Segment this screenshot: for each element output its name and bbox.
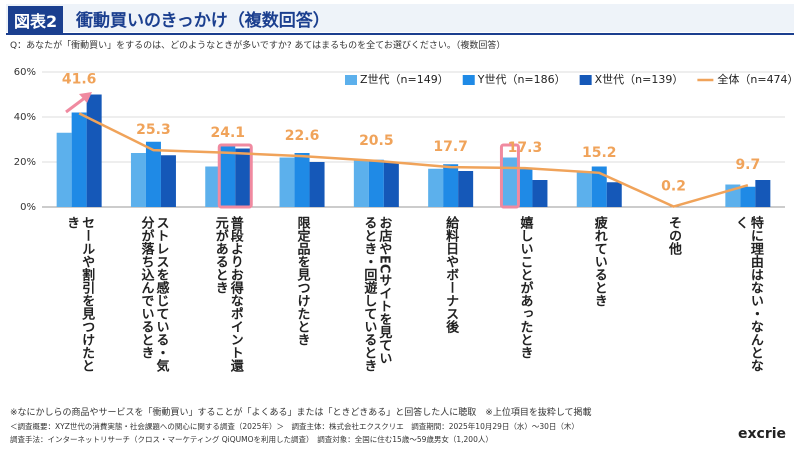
bar xyxy=(294,153,310,207)
legend-swatch xyxy=(462,75,475,85)
legend-swatch xyxy=(579,75,592,85)
data-label: 17.3 xyxy=(508,140,543,156)
bar xyxy=(591,166,607,207)
bar xyxy=(383,162,399,207)
data-label: 15.2 xyxy=(582,145,617,161)
title: 衝動買いのきっかけ（複数回答） xyxy=(76,11,330,31)
bar xyxy=(130,153,146,207)
badge: 図表2 xyxy=(8,6,64,34)
header-bar xyxy=(6,4,794,32)
data-label: 0.2 xyxy=(661,179,686,195)
x-tick-label: 疲れているとき xyxy=(591,216,607,307)
bar xyxy=(235,148,251,207)
data-label: 17.7 xyxy=(433,139,468,155)
bar xyxy=(428,168,444,207)
bar xyxy=(576,171,592,207)
bar xyxy=(443,164,459,207)
question: Q：あなたが「衝動買い」をするのは、どのようなときが多いですか? あてはまるもの… xyxy=(10,41,506,51)
y-tick-label: 0% xyxy=(20,202,36,213)
survey-info: ＜調査概要：XYZ世代の消費実態・社会課題への関心に関する調査（2025年）＞ … xyxy=(10,422,579,431)
bar xyxy=(145,141,161,207)
bar xyxy=(205,166,221,207)
data-label: 41.6 xyxy=(62,71,97,87)
data-label: 9.7 xyxy=(735,157,760,173)
y-tick-label: 60% xyxy=(14,67,36,78)
bar xyxy=(740,186,756,207)
bar xyxy=(309,162,325,207)
line xyxy=(78,112,749,208)
bar xyxy=(755,180,771,207)
logo: excrie xyxy=(738,426,787,442)
x-tick-label: お店やECサイトを見ているとき・回遊しているとき xyxy=(361,216,392,372)
arrow xyxy=(65,95,87,114)
highlight xyxy=(499,143,520,209)
bar xyxy=(220,146,236,207)
bar xyxy=(517,168,533,207)
bar xyxy=(606,182,622,207)
x-tick-label: その他 xyxy=(666,216,682,255)
bar xyxy=(279,157,295,207)
bar xyxy=(71,112,87,207)
legend-label: X世代（n=139） xyxy=(595,73,684,86)
data-label: 20.5 xyxy=(359,133,394,149)
note: ※なにかしらの商品やサービスを「衝動買い」することが「よくある」または「ときどき… xyxy=(10,408,592,418)
survey-info: 調査手法：インターネットリサーチ（クロス・マーケティング QiQUMOを利用した… xyxy=(10,435,493,444)
title-rule xyxy=(6,33,794,35)
legend-label: 全体（n=474） xyxy=(717,72,798,86)
y-tick-label: 40% xyxy=(14,112,36,123)
bar xyxy=(86,94,102,207)
data-label: 24.1 xyxy=(210,125,245,141)
legend-swatch xyxy=(345,75,357,85)
x-tick-label: 普段よりお得なポイント還元があるとき xyxy=(212,216,243,372)
bar xyxy=(160,155,176,207)
bar xyxy=(56,132,72,207)
bar xyxy=(353,159,369,207)
highlight xyxy=(217,143,253,209)
x-tick-label: 特に理由はない・なんとなく xyxy=(732,216,763,372)
legend-label: Y世代（n=186） xyxy=(477,73,566,86)
x-tick-label: セールや割引を見つけたとき xyxy=(64,216,95,372)
bar xyxy=(502,157,518,207)
bar xyxy=(368,159,384,207)
arrow-head xyxy=(79,92,92,103)
legend-label: Z世代（n=149） xyxy=(360,73,449,86)
x-tick-label: 嬉しいことがあったとき xyxy=(517,216,533,359)
data-label: 25.3 xyxy=(136,122,171,138)
x-tick-label: ストレスを感じている・気分が落ち込んでいるとき xyxy=(138,216,169,372)
x-tick-label: 限定品を見つけたとき xyxy=(294,216,310,346)
data-label: 22.6 xyxy=(285,128,320,144)
bar xyxy=(532,180,548,207)
y-tick-label: 20% xyxy=(14,157,36,168)
x-tick-label: 給料日やボーナス後 xyxy=(443,216,459,333)
bar xyxy=(458,171,474,207)
